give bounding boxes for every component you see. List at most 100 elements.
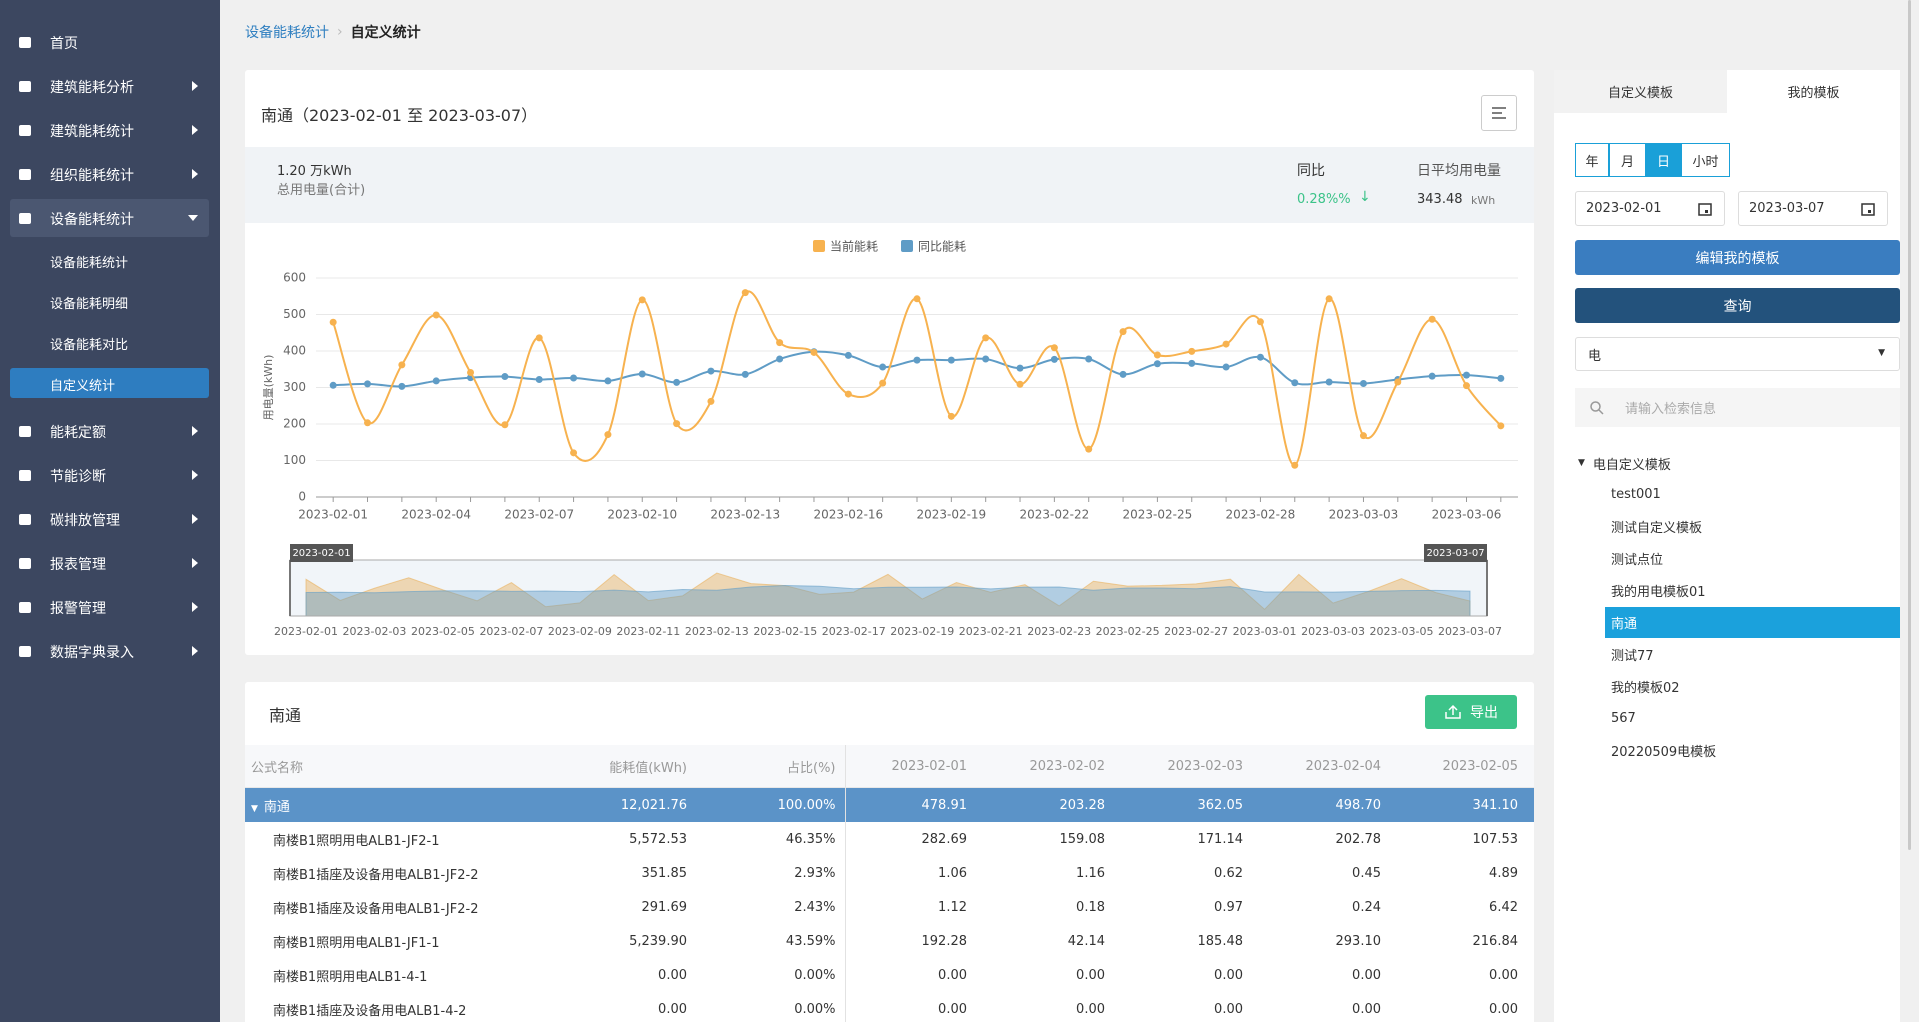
menu-item[interactable]: 建筑能耗统计 bbox=[0, 108, 220, 152]
menu-icon bbox=[19, 169, 31, 180]
tree-node-label: 南通 bbox=[1611, 617, 1638, 632]
date-input[interactable]: 2023-03-07 bbox=[1738, 191, 1888, 226]
tree-node[interactable]: 测试自定义模板 bbox=[1605, 511, 1900, 542]
data-row[interactable]: 南楼B1照明用电ALB1-JF1-1 5,239.90 43.59% 192.28 42… bbox=[245, 924, 1534, 958]
zoom-tick-label: 2023-03-07 bbox=[1438, 625, 1502, 638]
tree-root[interactable]: ▼ 电自定义模板 bbox=[1578, 452, 1671, 474]
tree-node-label: 测试自定义模板 bbox=[1611, 521, 1703, 536]
tree-node[interactable]: 测试点位 bbox=[1605, 543, 1900, 574]
cell-text: 293.10 bbox=[1335, 933, 1382, 949]
point bbox=[467, 368, 475, 376]
menu-item[interactable]: 节能诊断 bbox=[0, 453, 220, 497]
period-button[interactable]: 月 bbox=[1609, 143, 1646, 177]
tree-node[interactable]: 测试77 bbox=[1605, 639, 1900, 670]
cell-text: 南楼B1插座及设备用电ALB1-JF2-2 bbox=[273, 867, 479, 883]
table-cell: 478.91 bbox=[845, 788, 983, 823]
menu-arrow bbox=[192, 602, 198, 612]
legend-label: 当前能耗 bbox=[830, 239, 878, 254]
summary-row[interactable]: ▼ 南通 12,021.76 100.00% 478.91 203.28 362.05 498… bbox=[245, 787, 1534, 823]
cell-text: 203.28 bbox=[1059, 797, 1106, 813]
table-cell: 0.62 bbox=[1121, 856, 1259, 890]
menu-item[interactable]: 数据字典录入 bbox=[0, 629, 220, 673]
table-cell: 0.00 bbox=[845, 958, 983, 992]
export-button[interactable]: 导出 bbox=[1425, 695, 1517, 729]
legend-swatch bbox=[813, 240, 825, 252]
avg-unit: kWh bbox=[1471, 194, 1496, 207]
point bbox=[535, 375, 543, 383]
search-box[interactable]: 请输入检索信息 bbox=[1575, 388, 1900, 427]
point bbox=[1050, 355, 1058, 363]
zoom-handle-label: 2023-03-07 bbox=[1426, 548, 1484, 559]
period-button[interactable]: 日 bbox=[1646, 143, 1681, 177]
x-tick-label: 2023-02-04 bbox=[401, 508, 471, 522]
edit-button[interactable]: 编辑我的模板 bbox=[1575, 240, 1900, 275]
menu-item[interactable]: 能耗定额 bbox=[0, 409, 220, 453]
cell-text: 12,021.76 bbox=[620, 797, 687, 813]
tree-node[interactable]: test001 bbox=[1605, 479, 1900, 510]
point bbox=[1256, 318, 1264, 326]
zoom-window bbox=[289, 559, 1488, 617]
data-row[interactable]: 南楼B1插座及设备用电ALB1-JF2-2 351.85 2.93% 1.06 1.16… bbox=[245, 856, 1534, 890]
table-cell: 202.78 bbox=[1259, 822, 1397, 856]
table-cell: 南楼B1照明用电ALB1-JF1-1 bbox=[245, 924, 600, 958]
table-cell: 1.16 bbox=[983, 856, 1121, 890]
x-tick-label: 2023-02-07 bbox=[504, 508, 574, 522]
menu-item[interactable]: 报警管理 bbox=[0, 585, 220, 629]
table-cell: 0.00 bbox=[1259, 958, 1397, 992]
query-button[interactable]: 查询 bbox=[1575, 288, 1900, 323]
y-tick-label: 300 bbox=[283, 380, 306, 394]
data-row[interactable]: 南楼B1插座及设备用电ALB1-4-2 0.00 0.00% 0.00 0.00 0.00… bbox=[245, 992, 1534, 1022]
menu-item[interactable]: 碳排放管理 bbox=[0, 497, 220, 541]
cell-text: 2.43% bbox=[794, 899, 836, 915]
period-label: 年 bbox=[1585, 154, 1599, 170]
data-row[interactable]: 南楼B1照明用电ALB1-4-1 0.00 0.00% 0.00 0.00 0.00 0.0… bbox=[245, 958, 1534, 992]
zoom-tick-label: 2023-02-15 bbox=[753, 625, 817, 638]
cell-text: 2.93% bbox=[794, 865, 836, 881]
point bbox=[982, 334, 990, 342]
submenu-item[interactable]: 设备能耗统计 bbox=[0, 240, 220, 281]
table-cell: 0.00 bbox=[983, 992, 1121, 1022]
menu-item[interactable]: 报表管理 bbox=[0, 541, 220, 585]
tree-node[interactable]: 567 bbox=[1605, 703, 1900, 734]
menu-arrow bbox=[192, 169, 198, 179]
submenu-item[interactable]: 自定义统计 bbox=[0, 363, 220, 404]
data-row[interactable]: 南楼B1照明用电ALB1-JF2-1 5,572.53 46.35% 282.69 15… bbox=[245, 822, 1534, 856]
menu-item[interactable]: 建筑能耗分析 bbox=[0, 64, 220, 108]
point bbox=[432, 311, 440, 319]
period-button[interactable]: 小时 bbox=[1681, 143, 1730, 177]
menu-item[interactable]: 首页 bbox=[0, 20, 220, 64]
cell-text: 341.10 bbox=[1472, 797, 1519, 813]
date-input[interactable]: 2023-02-01 bbox=[1575, 191, 1725, 226]
zoom-tick-label: 2023-03-03 bbox=[1301, 625, 1365, 638]
period-label: 月 bbox=[1620, 154, 1634, 170]
menu-arrow bbox=[192, 81, 198, 91]
y-tick-label: 400 bbox=[283, 344, 306, 358]
tab[interactable]: 我的模板 bbox=[1727, 70, 1900, 113]
menu-button[interactable] bbox=[1481, 95, 1517, 131]
tree-node[interactable]: 南通 bbox=[1605, 607, 1900, 638]
period-button[interactable]: 年 bbox=[1575, 143, 1609, 177]
point bbox=[364, 419, 372, 427]
data-row[interactable]: 南楼B1插座及设备用电ALB1-JF2-2 291.69 2.43% 1.12 0.18… bbox=[245, 890, 1534, 924]
tree-node[interactable]: 20220509电模板 bbox=[1605, 735, 1900, 766]
yoy-value: 0.28%% bbox=[1297, 192, 1351, 207]
submenu-item[interactable]: 设备能耗明细 bbox=[0, 281, 220, 322]
tree-root-label: 电自定义模板 bbox=[1592, 457, 1671, 473]
breadcrumb-link[interactable]: 设备能耗统计 bbox=[245, 25, 329, 41]
tree-node[interactable]: 我的模板02 bbox=[1605, 671, 1900, 702]
x-tick-label: 2023-02-01 bbox=[298, 508, 368, 522]
menu-item[interactable]: 设备能耗统计 bbox=[0, 196, 220, 240]
cell-text: 43.59% bbox=[785, 933, 836, 949]
menu-item[interactable]: 组织能耗统计 bbox=[0, 152, 220, 196]
active-background bbox=[10, 368, 209, 398]
menu-icon bbox=[19, 514, 31, 525]
submenu-item[interactable]: 设备能耗对比 bbox=[0, 322, 220, 363]
energy-select[interactable]: 电 ▼ bbox=[1575, 337, 1900, 371]
x-tick-label: 2023-02-16 bbox=[813, 508, 883, 522]
tree-node[interactable]: 我的用电模板01 bbox=[1605, 575, 1900, 606]
menu-icon bbox=[19, 602, 31, 613]
tab[interactable]: 自定义模板 bbox=[1554, 70, 1727, 113]
cell-text: 4.89 bbox=[1489, 865, 1518, 881]
point bbox=[947, 356, 955, 364]
